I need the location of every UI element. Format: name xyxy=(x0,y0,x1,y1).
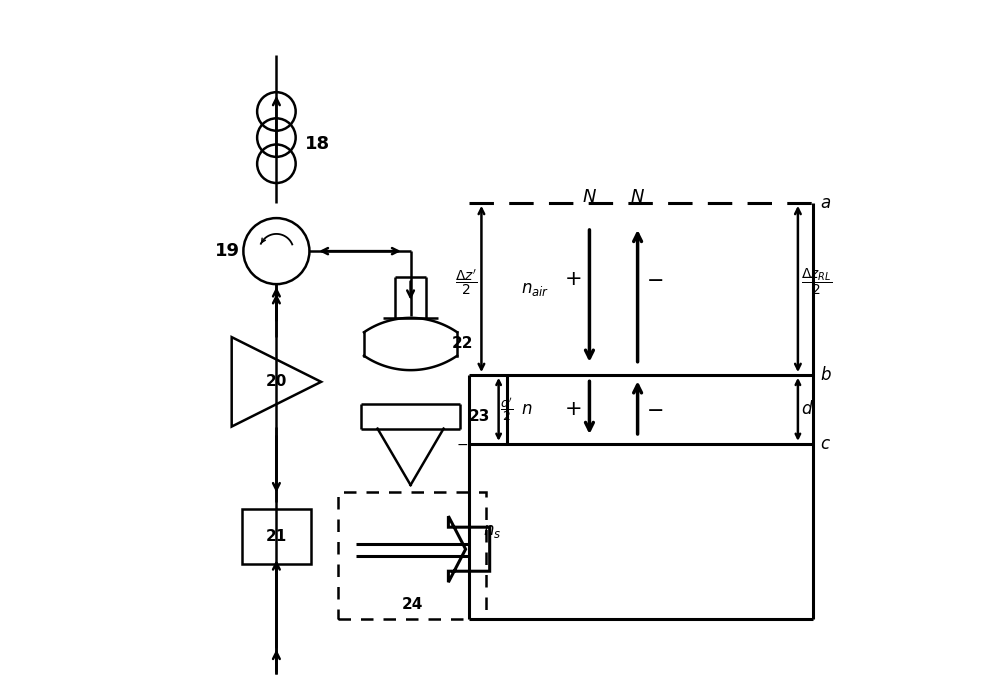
Text: $n$: $n$ xyxy=(521,400,532,418)
Text: $a$: $a$ xyxy=(820,194,831,212)
Text: 21: 21 xyxy=(266,529,287,544)
Text: $-$: $-$ xyxy=(646,268,663,289)
Text: 22: 22 xyxy=(452,336,473,352)
Text: $c$: $c$ xyxy=(820,435,831,453)
Text: $-$: $-$ xyxy=(456,437,468,451)
Text: $n_{air}$: $n_{air}$ xyxy=(521,280,549,298)
Text: 20: 20 xyxy=(266,374,287,389)
Text: $N$: $N$ xyxy=(582,189,597,206)
Text: $\dfrac{d^{\prime}}{2}$: $\dfrac{d^{\prime}}{2}$ xyxy=(500,396,514,423)
Text: $+$: $+$ xyxy=(564,268,581,289)
Bar xyxy=(338,492,486,619)
Text: 24: 24 xyxy=(402,596,423,612)
Text: $-$: $-$ xyxy=(497,437,510,451)
Text: $\dfrac{\Delta z^{\prime}}{2}$: $\dfrac{\Delta z^{\prime}}{2}$ xyxy=(455,268,478,297)
Text: $n_s$: $n_s$ xyxy=(483,522,501,541)
Text: 23: 23 xyxy=(469,409,490,424)
Text: $b$: $b$ xyxy=(820,366,832,384)
Text: $+$: $+$ xyxy=(564,399,581,420)
Text: 18: 18 xyxy=(305,136,330,153)
Text: $d$: $d$ xyxy=(801,400,814,418)
Bar xyxy=(242,509,311,564)
Text: 19: 19 xyxy=(214,242,239,260)
Text: $\dfrac{\Delta z_{RL}}{2}$: $\dfrac{\Delta z_{RL}}{2}$ xyxy=(801,267,833,297)
Text: $N$: $N$ xyxy=(630,189,645,206)
Text: $-$: $-$ xyxy=(646,399,663,420)
